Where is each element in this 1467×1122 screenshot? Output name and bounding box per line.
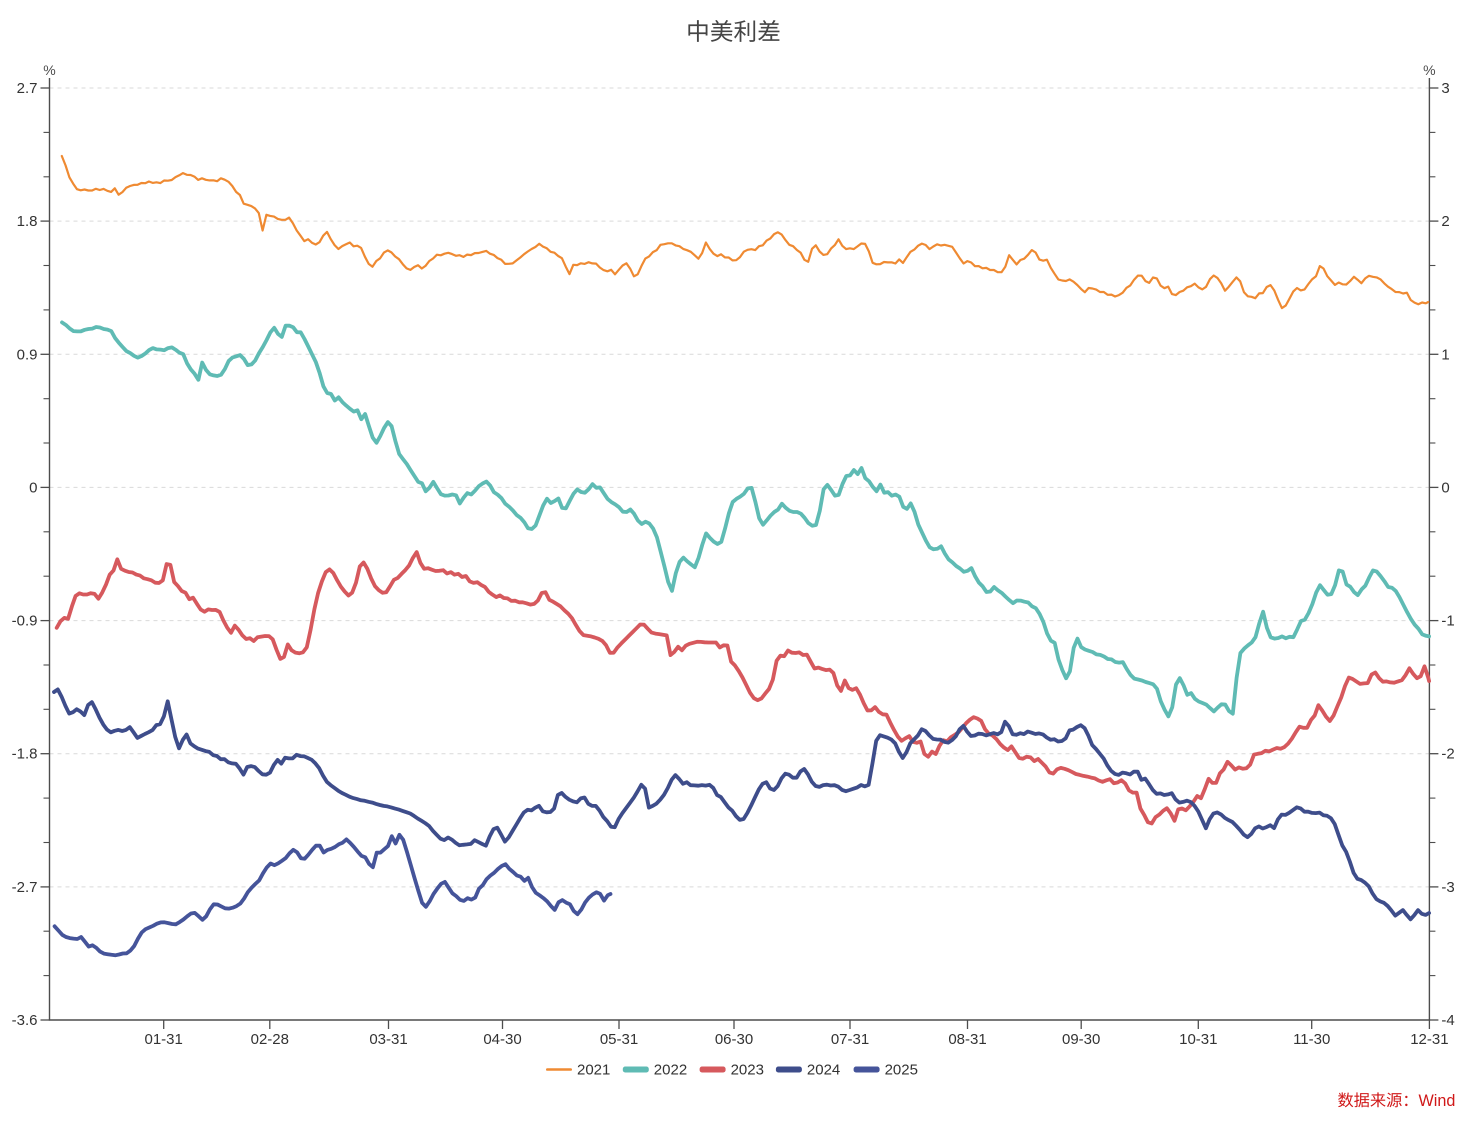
svg-text:03-31: 03-31 (369, 1031, 407, 1048)
svg-text:-2: -2 (1441, 746, 1454, 763)
svg-text:2025: 2025 (885, 1062, 918, 1079)
svg-text:09-30: 09-30 (1062, 1031, 1100, 1048)
svg-text:2024: 2024 (807, 1062, 840, 1079)
svg-text:07-31: 07-31 (831, 1031, 869, 1048)
svg-text:0: 0 (29, 479, 37, 496)
svg-text:05-31: 05-31 (600, 1031, 638, 1048)
svg-text:-0.9: -0.9 (12, 613, 38, 630)
svg-text:2022: 2022 (654, 1062, 687, 1079)
svg-text:-1.8: -1.8 (12, 746, 38, 763)
svg-text:2021: 2021 (577, 1062, 610, 1079)
svg-text:10-31: 10-31 (1179, 1031, 1217, 1048)
svg-text:0.9: 0.9 (17, 346, 38, 363)
svg-text:12-31: 12-31 (1410, 1031, 1448, 1048)
svg-text:06-30: 06-30 (715, 1031, 753, 1048)
svg-text:%: % (43, 62, 55, 78)
svg-text:11-30: 11-30 (1293, 1031, 1330, 1048)
svg-text:-2.7: -2.7 (12, 879, 38, 896)
svg-text:%: % (1423, 62, 1435, 78)
svg-text:02-28: 02-28 (251, 1031, 289, 1048)
svg-text:01-31: 01-31 (145, 1031, 183, 1048)
svg-text:1.8: 1.8 (17, 213, 38, 230)
svg-text:1: 1 (1441, 346, 1449, 363)
svg-text:-3: -3 (1441, 879, 1454, 896)
svg-text:3: 3 (1441, 80, 1449, 97)
svg-text:04-30: 04-30 (483, 1031, 521, 1048)
svg-text:-3.6: -3.6 (12, 1012, 38, 1029)
svg-text:08-31: 08-31 (948, 1031, 986, 1048)
svg-text:-1: -1 (1441, 613, 1454, 630)
svg-text:2: 2 (1441, 213, 1449, 230)
svg-text:2.7: 2.7 (17, 80, 38, 97)
svg-text:Wind: Wind (1419, 1092, 1456, 1110)
svg-text:-4: -4 (1441, 1012, 1454, 1029)
svg-text:2023: 2023 (731, 1062, 764, 1079)
svg-text:0: 0 (1441, 479, 1449, 496)
